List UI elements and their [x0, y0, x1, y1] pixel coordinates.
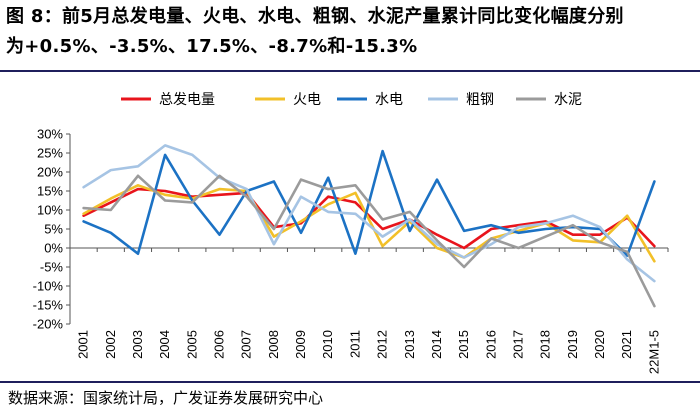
- y-tick-label: 30%: [37, 127, 63, 142]
- chart-legend: 总发电量 火电 水电 粗钢 水泥: [121, 92, 582, 108]
- x-tick-label: 2005: [184, 330, 199, 359]
- x-tick-label: 2020: [592, 330, 607, 359]
- x-tick-label: 2009: [293, 330, 308, 359]
- x-tick-label: 22M1-5: [646, 330, 661, 374]
- x-tick-label: 2013: [402, 330, 417, 359]
- legend-label: 总发电量: [159, 92, 215, 108]
- y-tick-label: 0%: [44, 241, 63, 256]
- y-tick-label: 5%: [44, 222, 63, 237]
- y-tick-label: 20%: [37, 165, 63, 180]
- y-tick-label: 15%: [37, 184, 63, 199]
- x-tick-label: 2019: [565, 330, 580, 359]
- chart-series: [82, 144, 656, 308]
- x-tick-label: 2018: [538, 330, 553, 359]
- figure-title-line-2: 为+0.5%、-3.5%、17.5%、-8.7%和-15.3%: [6, 36, 418, 57]
- y-tick-label: -10%: [33, 279, 64, 294]
- x-tick-label: 2001: [76, 330, 91, 359]
- x-tick-label: 2012: [375, 330, 390, 359]
- x-tick-label: 2014: [429, 330, 444, 359]
- y-tick-label: -20%: [33, 317, 64, 332]
- figure-title-line-1: 图 8：前5月总发电量、火电、水电、粗钢、水泥产量累计同比变化幅度分别: [6, 6, 624, 27]
- title-divider: [0, 70, 700, 72]
- data-source-note: 数据来源：国家统计局，广发证券发展研究中心: [8, 389, 324, 407]
- x-tick-label: 2004: [157, 330, 172, 359]
- x-tick-label: 2003: [130, 330, 145, 359]
- x-tick-label: 2008: [266, 330, 281, 359]
- x-tick-label: 2006: [212, 330, 227, 359]
- source-divider: [0, 381, 700, 383]
- x-tick-label: 2010: [320, 330, 335, 359]
- series-line-5: [82, 174, 656, 308]
- chart-axes: 30% 25% 20% 15% 10% 5% 0% -5% -10% -15% -20% 2001 20…: [33, 127, 669, 374]
- x-tick-label: 2017: [511, 330, 526, 359]
- x-tick-label: 2015: [456, 330, 471, 359]
- x-tick-label: 2002: [103, 330, 118, 359]
- x-tick-label: 2007: [239, 330, 254, 359]
- y-tick-label: -15%: [33, 298, 64, 313]
- legend-label: 水泥: [554, 92, 582, 108]
- y-tick-label: -5%: [40, 260, 64, 275]
- legend-label: 水电: [375, 92, 403, 108]
- x-tick-label: 2021: [619, 330, 634, 359]
- legend-label: 火电: [293, 92, 321, 108]
- figure-title: 图 8：前5月总发电量、火电、水电、粗钢、水泥产量累计同比变化幅度分别 为+0.…: [6, 2, 696, 62]
- legend-label: 粗钢: [466, 92, 494, 108]
- y-tick-label: 10%: [37, 203, 63, 218]
- x-tick-label: 2016: [483, 330, 498, 359]
- x-tick-label: 2011: [347, 330, 362, 358]
- series-line-4: [82, 144, 656, 283]
- y-tick-label: 25%: [37, 146, 63, 161]
